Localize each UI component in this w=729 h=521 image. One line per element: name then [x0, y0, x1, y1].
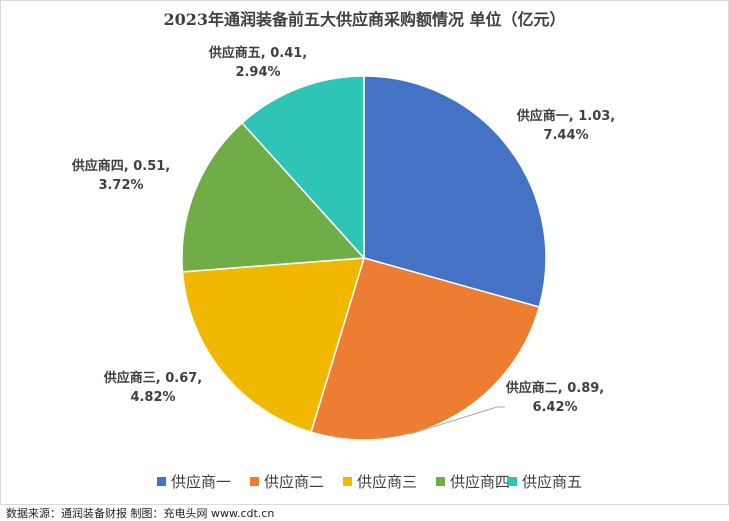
legend-label-three: 供应商三	[357, 473, 417, 491]
legend-swatch-five	[508, 477, 517, 486]
pie-chart: 供应商一, 1.03, 7.44% 供应商二, 0.89, 6.42% 供应商三, 0.…	[71, 45, 615, 491]
legend-swatch-two	[250, 477, 259, 486]
pie-slice-one	[363, 75, 547, 308]
chart-title: 2023年通润装备前五大供应商采购额情况 单位（亿元）	[163, 10, 566, 29]
legend-item-three[interactable]: 供应商三	[343, 473, 417, 491]
legend-label-four: 供应商四	[450, 473, 510, 491]
legend-item-four[interactable]: 供应商四	[436, 473, 510, 491]
legend-swatch-one	[157, 477, 166, 486]
legend-label-two: 供应商二	[264, 473, 324, 491]
data-label-three: 供应商三, 0.67, 4.82%	[103, 370, 202, 405]
data-label-two: 供应商二, 0.89, 6.42%	[505, 380, 604, 415]
pie-slice-five	[241, 75, 365, 260]
legend-label-five: 供应商五	[522, 473, 582, 491]
data-label-five: 供应商五, 0.41, 2.94%	[208, 45, 307, 80]
legend-item-five[interactable]: 供应商五	[508, 473, 582, 491]
legend-swatch-three	[343, 477, 352, 486]
data-label-four: 供应商四, 0.51, 3.72%	[71, 158, 170, 193]
legend-swatch-four	[436, 477, 445, 486]
leader-line-two	[409, 406, 505, 435]
pie-slice-two	[310, 257, 541, 441]
legend-item-one[interactable]: 供应商一	[157, 473, 231, 491]
data-label-one: 供应商一, 1.03, 7.44%	[516, 108, 615, 143]
pie-slice-three	[181, 257, 366, 434]
pie-slice-four	[181, 121, 366, 273]
legend-item-two[interactable]: 供应商二	[250, 473, 324, 491]
legend-label-one: 供应商一	[171, 473, 231, 491]
source-note: 数据来源：通润装备财报 制图：充电头网 www.cdt.cn	[6, 507, 275, 520]
